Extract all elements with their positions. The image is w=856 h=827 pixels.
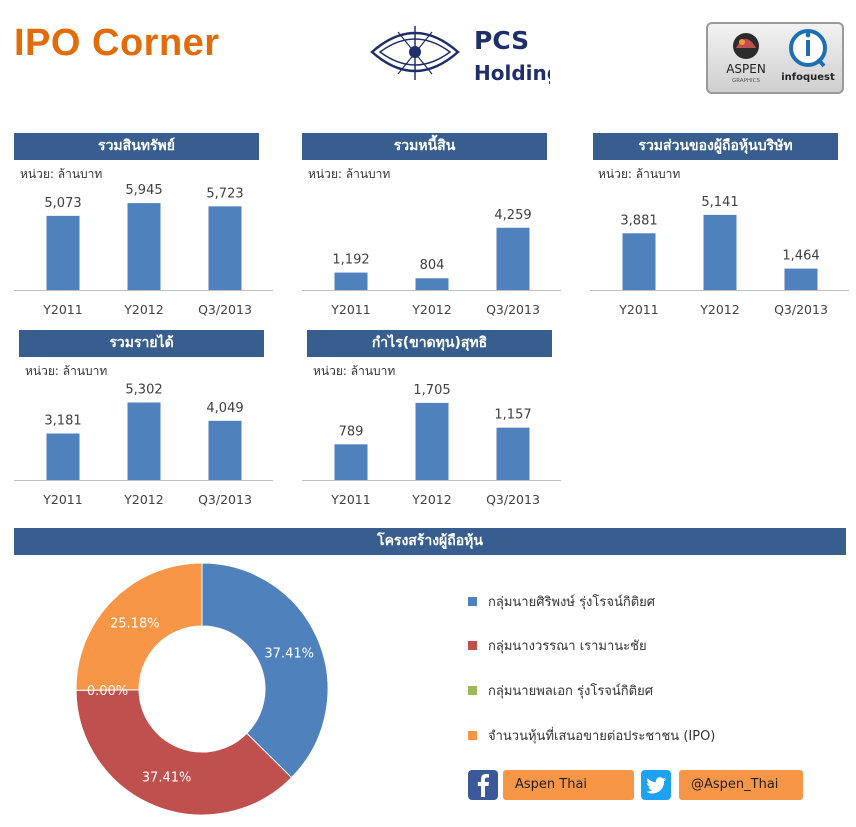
bar-value-label: 5,302 bbox=[125, 383, 162, 398]
revenue-unit-label: หน่วย: ล้านบาท bbox=[25, 364, 108, 378]
infoquest-logo-text: infoquest bbox=[781, 72, 835, 83]
legend-swatch bbox=[468, 731, 477, 740]
net-profit-chart-title: กำไร(ขาดทุน)สุทธิ bbox=[307, 330, 552, 357]
legend-item-wanna: กลุ่มนางวรรณา เรามานะชัย bbox=[468, 637, 647, 657]
category-tick-label: Y2012 bbox=[123, 492, 163, 507]
legend-item-polaek: กลุ่มนายพลเอก รุ่งโรจน์กิติยศ bbox=[468, 682, 653, 702]
category-tick-label: Y2012 bbox=[411, 302, 451, 317]
bar-value-label: 1,192 bbox=[332, 253, 369, 268]
bar bbox=[784, 268, 818, 290]
bar bbox=[334, 272, 368, 290]
assets-bar-chart: 5,073 Y2011 5,945 Y2012 5,723 Q3/2013 bbox=[14, 183, 273, 317]
revenue-bar-chart: 3,181 Y2011 5,302 Y2012 4,049 Q3/2013 bbox=[14, 383, 273, 507]
bar bbox=[415, 402, 449, 480]
pcs-holding-logo: PCS Holding bbox=[370, 22, 561, 88]
bar bbox=[415, 278, 449, 290]
equity-chart-title: รวมส่วนของผู้ถือหุ้นบริษัท bbox=[593, 133, 838, 160]
legend-swatch bbox=[468, 686, 477, 695]
legend-swatch bbox=[468, 641, 477, 650]
page-title: IPO Corner bbox=[14, 22, 220, 64]
category-tick-label: Y2011 bbox=[330, 302, 370, 317]
slice-value-label: 0.00% bbox=[87, 684, 128, 699]
legend-label: จำนวนหุ้นที่เสนอขายต่อประชาชน (IPO) bbox=[488, 729, 716, 744]
bar-value-label: 3,881 bbox=[620, 213, 657, 228]
bar-value-label: 1,464 bbox=[782, 249, 819, 264]
slice-value-label: 25.18% bbox=[110, 617, 160, 632]
legend-label: กลุ่มนางวรรณา เรามานะชัย bbox=[488, 639, 647, 654]
bar bbox=[496, 427, 530, 480]
bar bbox=[46, 433, 80, 480]
donut-slice bbox=[75, 562, 203, 691]
net-profit-unit-label: หน่วย: ล้านบาท bbox=[313, 364, 396, 378]
aspen-logo-subtext: GRAPHICS bbox=[732, 78, 761, 84]
category-tick-label: Y2011 bbox=[42, 492, 82, 507]
equity-unit-label: หน่วย: ล้านบาท bbox=[598, 167, 681, 181]
bar bbox=[622, 233, 656, 290]
category-tick-label: Q3/2013 bbox=[486, 492, 540, 507]
twitter-link[interactable]: @Aspen_Thai bbox=[679, 770, 803, 800]
bar-value-label: 1,157 bbox=[494, 408, 531, 423]
legend-item-siripong: กลุ่มนายศิริพงษ์ รุ่งโรจน์กิติยศ bbox=[468, 593, 655, 613]
equity-bar-chart: 3,881 Y2011 5,141 Y2012 1,464 Q3/2013 bbox=[590, 195, 849, 317]
bar-value-label: 4,049 bbox=[206, 401, 243, 416]
donut-slice bbox=[75, 689, 293, 816]
category-tick-label: Q3/2013 bbox=[486, 302, 540, 317]
aspen-logo-text: ASPEN bbox=[726, 62, 766, 76]
bar-value-label: 5,073 bbox=[44, 196, 81, 211]
category-tick-label: Y2011 bbox=[42, 302, 82, 317]
assets-chart-title: รวมสินทรัพย์ bbox=[14, 133, 259, 160]
category-tick-label: Q3/2013 bbox=[198, 492, 252, 507]
facebook-link[interactable]: Aspen Thai bbox=[503, 770, 634, 800]
bar bbox=[703, 214, 737, 290]
slice-value-label: 37.41% bbox=[142, 771, 192, 786]
twitter-bird-icon[interactable] bbox=[641, 770, 671, 800]
liabilities-unit-label: หน่วย: ล้านบาท bbox=[308, 167, 391, 181]
category-tick-label: Y2011 bbox=[330, 492, 370, 507]
partner-logos: ASPEN GRAPHICS infoquest bbox=[706, 22, 844, 94]
bar-value-label: 4,259 bbox=[494, 208, 531, 223]
pcs-logo-text: PCS bbox=[474, 26, 529, 55]
bar-value-label: 5,945 bbox=[125, 183, 162, 198]
bar bbox=[208, 206, 242, 290]
bar-value-label: 5,141 bbox=[701, 195, 738, 210]
shareholder-donut-chart: 37.41% 37.41% 0.00% 25.18% bbox=[75, 562, 329, 816]
bar-value-label: 804 bbox=[420, 258, 445, 273]
bar bbox=[334, 444, 368, 480]
facebook-icon[interactable] bbox=[468, 770, 498, 800]
legend-item-ipo: จำนวนหุ้นที่เสนอขายต่อประชาชน (IPO) bbox=[468, 727, 715, 747]
holding-logo-text: Holding bbox=[474, 61, 550, 85]
bar-value-label: 3,181 bbox=[44, 414, 81, 429]
donut-slice bbox=[201, 562, 329, 779]
net-profit-bar-chart: 789 Y2011 1,705 Y2012 1,157 Q3/2013 bbox=[302, 383, 561, 507]
liabilities-bar-chart: 1,192 Y2011 804 Y2012 4,259 Q3/2013 bbox=[302, 208, 561, 317]
assets-unit-label: หน่วย: ล้านบาท bbox=[20, 167, 103, 181]
infoquest-logo-icon bbox=[789, 29, 827, 68]
category-tick-label: Q3/2013 bbox=[198, 302, 252, 317]
category-tick-label: Y2012 bbox=[699, 302, 739, 317]
legend-label: กลุ่มนายศิริพงษ์ รุ่งโรจน์กิติยศ bbox=[488, 595, 656, 610]
bar bbox=[127, 402, 161, 480]
bar bbox=[127, 203, 161, 290]
category-tick-label: Y2011 bbox=[618, 302, 658, 317]
bar bbox=[46, 215, 80, 290]
legend-swatch bbox=[468, 597, 477, 606]
category-tick-label: Y2012 bbox=[123, 302, 163, 317]
liabilities-chart-title: รวมหนี้สิน bbox=[302, 133, 547, 160]
category-tick-label: Q3/2013 bbox=[774, 302, 828, 317]
bar bbox=[496, 227, 530, 290]
bar bbox=[208, 420, 242, 480]
bar-value-label: 789 bbox=[339, 424, 364, 439]
slice-value-label: 37.41% bbox=[264, 647, 314, 662]
legend-label: กลุ่มนายพลเอก รุ่งโรจน์กิติยศ bbox=[488, 684, 653, 699]
shareholder-structure-title: โครงสร้างผู้ถือหุ้น bbox=[14, 528, 846, 555]
bar-value-label: 5,723 bbox=[206, 186, 243, 201]
bar-value-label: 1,705 bbox=[413, 383, 450, 398]
aspen-logo-icon bbox=[733, 33, 759, 59]
revenue-chart-title: รวมรายได้ bbox=[19, 330, 264, 357]
category-tick-label: Y2012 bbox=[411, 492, 451, 507]
pcs-emblem-icon bbox=[370, 26, 460, 80]
